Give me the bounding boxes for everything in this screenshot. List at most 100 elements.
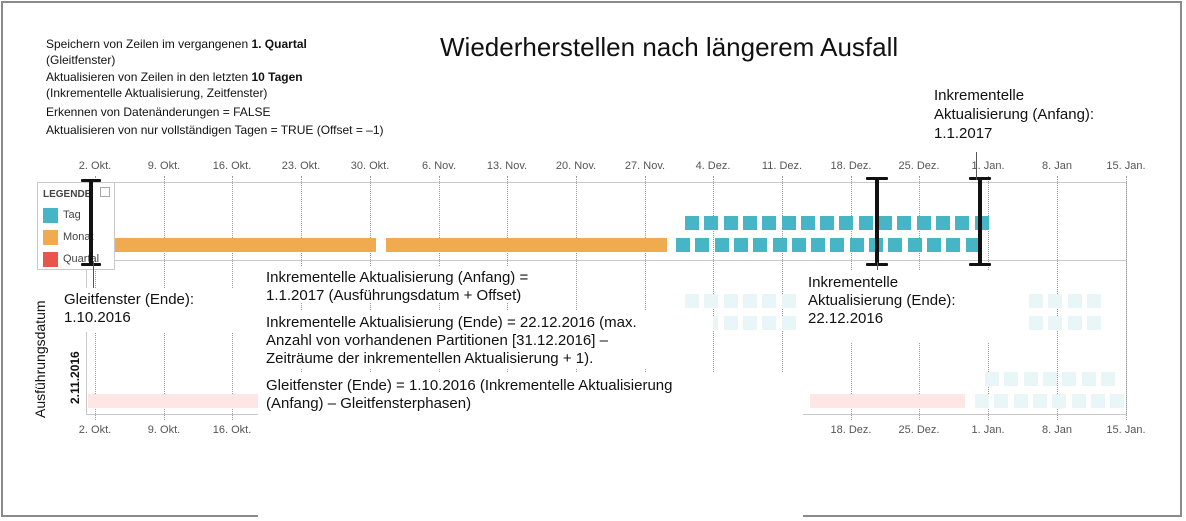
axis-tick-label: 4. Dez. — [695, 160, 731, 172]
formula-1-line-1: Inkrementelle Aktualisierung (Anfang) = — [266, 269, 529, 286]
legend-label-day: Tag — [63, 209, 81, 221]
axis-tick-label: 15. Jan. — [1106, 160, 1146, 172]
day-square-faded — [975, 394, 989, 408]
formula-3-bg — [258, 373, 803, 521]
gridline — [1126, 176, 1127, 420]
day-square — [695, 238, 710, 252]
y-axis-label: Ausführungsdatum — [32, 300, 48, 418]
day-square-faded — [985, 372, 999, 386]
day-square — [839, 216, 854, 230]
day-square-faded — [723, 316, 738, 330]
axis-tick-label: 25. Dez. — [898, 424, 940, 436]
day-square-faded — [1062, 372, 1077, 386]
day-square-faded — [1110, 394, 1125, 408]
day-square-faded — [685, 294, 699, 308]
day-square — [772, 238, 787, 252]
day-square — [685, 216, 699, 230]
formula-2-line-1: Inkrementelle Aktualisierung (Ende) = 22… — [266, 314, 637, 331]
formula-2-line-2: Anzahl von vorhandenen Partitionen [31.1… — [266, 332, 608, 349]
axis-tick-label: 2. Okt. — [78, 160, 112, 172]
axis-tick-label: 25. Dez. — [898, 160, 940, 172]
month-bar-october — [88, 238, 376, 252]
axis-tick-label: 6. Nov. — [421, 160, 457, 172]
day-square-faded — [994, 394, 1009, 408]
day-square-faded — [781, 316, 796, 330]
day-square — [926, 238, 941, 252]
day-square — [676, 238, 690, 252]
legend-toggle-icon[interactable] — [100, 187, 110, 197]
day-square — [753, 238, 768, 252]
day-square — [946, 238, 961, 252]
axis-tick-label: 8. Jan — [1042, 160, 1072, 172]
day-square-faded — [1067, 316, 1082, 330]
day-square-faded — [1100, 372, 1115, 386]
day-square-faded — [1029, 294, 1043, 308]
day-square-faded — [1067, 294, 1082, 308]
axis-tick-label: 18. Dez. — [830, 160, 872, 172]
day-square — [907, 238, 922, 252]
row-date-label: 2.11.2016 — [68, 351, 82, 404]
sliding-end-line-2: 1.10.2016 — [64, 309, 131, 326]
axis-tick-label: 20. Nov. — [555, 160, 597, 172]
inc-start-line-2: Aktualisierung (Anfang): — [934, 106, 1095, 123]
day-square — [830, 238, 845, 252]
formula-3-line-2: (Anfang) – Gleitfensterphasen) — [266, 395, 472, 412]
inc-start-line-3: 1.1.2017 — [934, 125, 993, 142]
marker-cap — [81, 263, 101, 266]
axis-tick-label: 16. Okt. — [212, 160, 252, 172]
day-square — [800, 216, 815, 230]
axis-tick-label: 8. Jan — [1042, 424, 1072, 436]
legend-swatch-quarter — [43, 252, 58, 267]
quarter-bar-faded-right — [810, 394, 965, 408]
legend-swatch-month — [43, 230, 58, 245]
gridline — [576, 176, 577, 420]
day-square-faded — [1071, 394, 1086, 408]
day-square-faded — [762, 316, 777, 330]
day-square-faded — [704, 294, 719, 308]
day-square — [714, 238, 729, 252]
day-square — [742, 216, 757, 230]
marker-incremental-end — [875, 178, 879, 264]
formula-2-bg — [258, 310, 713, 368]
day-square — [858, 216, 873, 230]
axis-tick-label: 11. Dez. — [761, 160, 803, 172]
day-square — [781, 216, 796, 230]
inc-start-line-1: Inkrementelle — [934, 87, 1025, 104]
day-square — [935, 216, 950, 230]
formula-2-line-3: Zeiträume der inkrementellen Aktualisier… — [266, 350, 594, 367]
legend: LEGENDE Tag Monat Quartal — [37, 182, 115, 270]
axis-tick-label: 1. Jan. — [971, 160, 1005, 172]
day-square — [878, 216, 892, 230]
config-line-5: Erkennen von Datenänderungen = FALSE — [46, 105, 271, 119]
inc-end-line-1: Inkrementelle — [808, 274, 899, 291]
axis-tick-label: 23. Okt. — [281, 160, 321, 172]
axis-tick-label: 27. Nov. — [624, 160, 666, 172]
day-square-faded — [1048, 294, 1063, 308]
axis-tick-label: 2. Okt. — [78, 424, 112, 436]
config-line-2: (Gleitfenster) — [46, 53, 116, 67]
day-square — [849, 238, 864, 252]
axis-tick-label: 16. Okt. — [212, 424, 252, 436]
day-square-faded — [1013, 394, 1028, 408]
config-line-4: (Inkrementelle Aktualisierung, Zeitfenst… — [46, 86, 268, 100]
day-square-faded — [1090, 394, 1105, 408]
day-square-faded — [1086, 294, 1101, 308]
day-square — [762, 216, 777, 230]
day-square-faded — [1081, 372, 1096, 386]
day-square — [704, 216, 719, 230]
day-square — [811, 238, 826, 252]
config-line-6: Aktualisieren von nur vollständigen Tage… — [46, 123, 384, 137]
day-square-faded — [742, 294, 757, 308]
legend-swatch-day — [43, 208, 58, 223]
formula-1-bg — [258, 266, 573, 302]
day-square — [916, 216, 931, 230]
day-square-faded — [1048, 316, 1063, 330]
axis-tick-label: 30. Okt. — [350, 160, 390, 172]
legend-label-month: Monat — [63, 231, 94, 243]
day-square — [897, 216, 912, 230]
day-square-faded — [1029, 316, 1043, 330]
day-square-faded — [1086, 316, 1101, 330]
day-square-faded — [1032, 394, 1047, 408]
axis-tick-label: 15. Jan. — [1106, 424, 1146, 436]
inc-end-line-3: 22.12.2016 — [808, 310, 884, 327]
